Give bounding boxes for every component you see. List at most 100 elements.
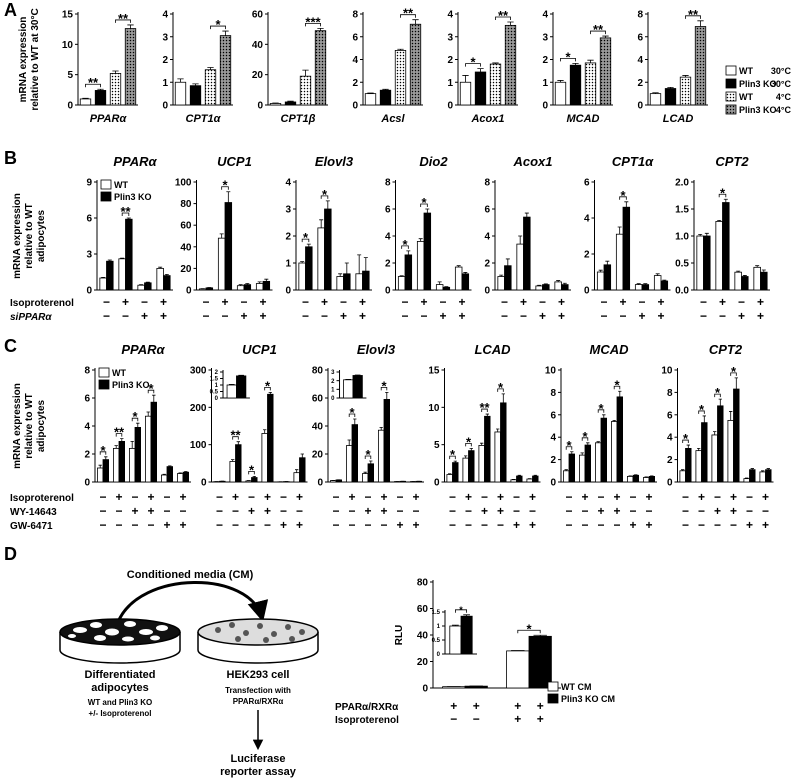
panel-letter: D [4,544,17,564]
y-tick-label: 0 [422,684,428,695]
y-tick-label: 0.5 [210,390,219,396]
bar [284,101,297,106]
error-bar [723,198,728,203]
condition-sign: + [497,490,504,504]
bar [245,480,252,483]
error-bar [750,468,754,470]
y-tick-label: 3 [331,370,335,376]
error-bar [238,374,244,376]
error-bar [347,439,351,446]
condition-sign: − [762,504,769,518]
condition-sign: − [380,518,387,532]
bar [500,402,507,483]
significance-label: * [715,385,721,400]
significance-bracket [497,388,504,392]
error-bar [263,429,267,434]
y-tick-label: 8 [637,10,643,21]
condition-sign: − [746,490,753,504]
significance-bracket [730,372,737,376]
bar [156,267,164,291]
y-tick-label: 2 [484,259,490,270]
error-bar [319,219,324,228]
condition-sign: − [147,518,154,532]
error-bar [382,88,389,91]
y-tick-label: 2 [162,55,168,66]
y-tick-label: 8 [84,366,90,377]
bar [561,284,569,291]
condition-sign: − [449,504,456,518]
error-bar [228,383,235,385]
error-bar [344,262,349,274]
chart: 0 1 2 3 4 * CPT1α [162,10,233,125]
significance-label: ** [114,425,125,440]
error-bar [385,392,389,400]
y-tick-label: 0 [317,478,323,489]
axis [327,368,424,483]
significance-label: ** [479,400,490,415]
bar [563,470,570,483]
significance-bracket [481,408,488,413]
y-tick-label: 0.0 [675,286,689,297]
significance-bracket [455,609,467,613]
bar [377,429,385,483]
condition-sign: + [179,490,186,504]
bar [224,202,233,291]
significance-bracket [380,387,388,391]
condition-sign: + [730,504,737,518]
condition-sign: + [396,518,403,532]
bar [79,98,92,106]
condition-sign: + [581,490,588,504]
error-bar [158,266,163,269]
error-bar [130,441,134,449]
bar [442,286,451,291]
adipocyte-dish [59,618,181,664]
error-bar [713,431,717,435]
y-tick-label: 6 [584,178,590,189]
condition-sign: + [613,504,620,518]
significance-bracket [420,203,428,207]
significance-label: ** [688,7,699,22]
bar [664,88,677,106]
condition-sign: − [449,490,456,504]
diagram: Conditioned media (CM) Differentiated ad… [59,569,319,778]
error-bar [145,281,150,283]
error-bar [556,280,561,282]
error-bar [717,219,722,222]
significance-bracket [99,451,107,455]
y-axis-label: mRNA expression [12,383,23,469]
bar [632,474,639,483]
y-tick-label: 0 [186,286,192,297]
bar [362,270,370,291]
significance-label: ** [118,11,129,26]
error-bar [300,453,304,458]
condition-sign: − [597,518,604,532]
condition-sign: − [401,309,408,323]
y-tick-label: 4 [637,55,643,66]
condition-sign: + [160,309,167,323]
error-bar [505,258,510,266]
error-bar [162,473,166,475]
error-bar [369,460,373,464]
condition-sign: + [248,504,255,518]
bar [262,280,271,291]
significance-label: * [598,401,604,416]
condition-label: WY-14643 [10,507,57,518]
condition-sign: − [481,490,488,504]
error-bar [379,427,383,431]
bar [459,81,472,106]
bar [489,63,502,106]
error-bar [492,62,499,65]
significance-bracket [465,63,481,67]
chart-title: LCAD [663,113,694,125]
bar [243,284,252,291]
condition-sign: + [645,490,652,504]
error-bar [184,471,188,473]
error-bar [718,398,722,406]
y-tick-label: 4 [484,232,490,243]
condition-sign: + [179,518,186,532]
hek293-dish [197,618,319,664]
error-bar [192,83,199,86]
